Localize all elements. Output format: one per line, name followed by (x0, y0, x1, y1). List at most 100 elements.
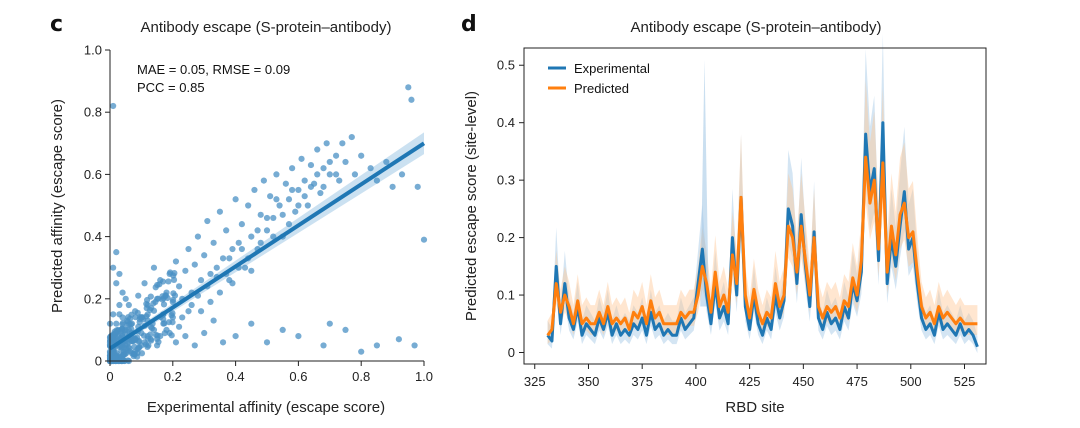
scatter-point (395, 336, 402, 343)
scatter-point (405, 84, 412, 91)
scatter-point (165, 278, 172, 285)
scatter-point (238, 245, 245, 253)
scatter-point (292, 208, 299, 215)
scatter-point (141, 339, 148, 346)
scatter-point (342, 326, 349, 333)
scatter-point (160, 320, 167, 327)
x-tick-label: 400 (685, 374, 707, 389)
y-tick-label: 0.1 (497, 288, 515, 303)
scatter-point (257, 211, 264, 218)
x-tick-label: 500 (900, 374, 922, 389)
x-tick-label: 450 (792, 374, 814, 389)
y-tick-label: 0 (95, 354, 102, 369)
scatter-point (172, 258, 180, 265)
scatter-point (207, 270, 214, 278)
scatter-point (131, 343, 138, 350)
scatter-point (304, 202, 311, 209)
scatter-point (141, 280, 148, 287)
scatter-point (210, 239, 217, 246)
scatter-point (154, 295, 161, 302)
scatter-point (170, 276, 178, 283)
legend-label-predicted: Predicted (574, 81, 629, 96)
panel-letter-d: d (461, 12, 477, 37)
y-tick-label: 0.2 (84, 291, 102, 306)
scatter-point (270, 233, 277, 240)
scatter-point (182, 267, 189, 274)
panel-letter-c: c (50, 12, 63, 37)
scatter-point (157, 277, 164, 284)
x-tick-label: 1.0 (415, 369, 433, 384)
scatter-point (263, 214, 271, 222)
scatter-point (241, 264, 249, 271)
scatter-point (295, 202, 302, 209)
panel-d-x-ticks: 325 350 375 400 425 450 475 500 525 (524, 364, 975, 389)
scatter-point (383, 158, 390, 166)
scatter-point (326, 158, 333, 166)
scatter-point (146, 306, 154, 314)
scatter-point (254, 227, 261, 234)
scatter-point (332, 171, 340, 178)
scatter-point (267, 193, 274, 200)
x-tick-label: 325 (524, 374, 546, 389)
scatter-point (163, 289, 170, 296)
scatter-point (113, 329, 120, 337)
scatter-point (159, 296, 166, 303)
scatter-point (414, 183, 421, 190)
scatter-point (150, 326, 158, 333)
y-tick-label: 0.4 (497, 115, 515, 130)
scatter-point (188, 301, 195, 309)
scatter-point (207, 298, 214, 306)
scatter-point (279, 326, 286, 333)
panel-d-title: Antibody escape (S-protein–antibody) (631, 19, 882, 36)
y-tick-label: 0.4 (84, 229, 102, 244)
scatter-point (147, 336, 154, 343)
scatter-point (411, 342, 418, 349)
scatter-point (171, 270, 178, 277)
scatter-point (263, 227, 271, 234)
scatter-point (373, 177, 380, 184)
scatter-point (295, 333, 302, 340)
scatter-point (138, 314, 145, 321)
scatter-point (260, 177, 267, 184)
scatter-point (197, 308, 205, 315)
x-tick-label: 425 (739, 374, 761, 389)
scatter-point (113, 249, 120, 256)
scatter-point (112, 354, 119, 362)
scatter-point (289, 165, 296, 172)
scatter-point (135, 292, 142, 299)
regression-line-path (108, 141, 426, 351)
scatter-point (116, 301, 123, 309)
x-tick-label: 0.8 (352, 369, 370, 384)
scatter-point (169, 298, 176, 306)
scatter-point (301, 193, 308, 200)
scatter-point (232, 196, 239, 203)
scatter-point (122, 295, 129, 302)
scatter-point (201, 329, 208, 337)
y-tick-label: 0.8 (84, 105, 102, 120)
metrics-annotation-mae-rmse: MAE = 0.05, RMSE = 0.09 (137, 62, 290, 77)
scatter-point (201, 252, 208, 259)
metrics-annotation-pcc: PCC = 0.85 (137, 80, 205, 95)
scatter-point (157, 333, 164, 340)
scatter-point (119, 289, 126, 296)
scatter-point (307, 183, 315, 190)
scatter-point (358, 348, 365, 355)
scatter-point (276, 202, 283, 209)
scatter-point (282, 180, 289, 187)
scatter-point (326, 320, 333, 327)
scatter-point (138, 350, 146, 357)
scatter-point (320, 165, 327, 172)
scatter-point (194, 233, 202, 240)
scatter-point (320, 183, 327, 190)
scatter-point (152, 284, 159, 291)
scatter-point (235, 239, 242, 246)
scatter-point (213, 264, 220, 271)
y-tick-label: 0.3 (497, 173, 515, 188)
scatter-point (132, 348, 139, 355)
scatter-point (216, 208, 223, 215)
scatter-point (339, 140, 346, 147)
scatter-point (175, 323, 183, 330)
scatter-point (248, 233, 255, 240)
y-tick-label: 0.5 (497, 58, 515, 73)
